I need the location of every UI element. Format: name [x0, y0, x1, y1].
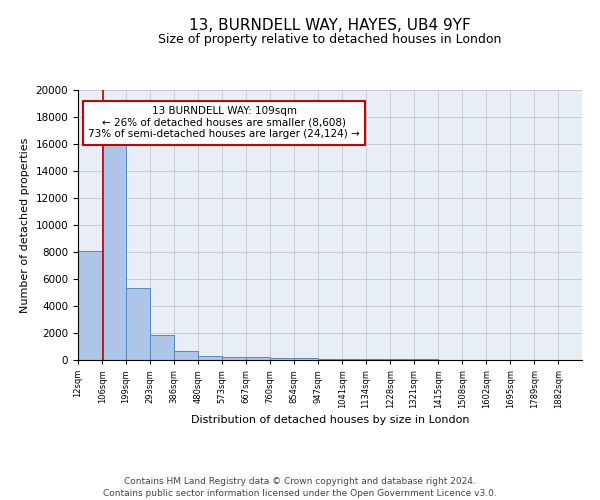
Bar [366, 359, 390, 360]
Bar [126, 288, 150, 360]
Text: Contains HM Land Registry data © Crown copyright and database right 2024.
Contai: Contains HM Land Registry data © Crown c… [103, 476, 497, 498]
Text: 13, BURNDELL WAY, HAYES, UB4 9YF: 13, BURNDELL WAY, HAYES, UB4 9YF [189, 18, 471, 32]
Bar [318, 358, 342, 360]
Bar [270, 358, 294, 360]
Bar [222, 357, 246, 360]
Bar [342, 359, 366, 360]
Text: Size of property relative to detached houses in London: Size of property relative to detached ho… [158, 32, 502, 46]
X-axis label: Distribution of detached houses by size in London: Distribution of detached houses by size … [191, 415, 469, 425]
Bar [198, 356, 222, 360]
Text: 13 BURNDELL WAY: 109sqm
← 26% of detached houses are smaller (8,608)
73% of semi: 13 BURNDELL WAY: 109sqm ← 26% of detache… [88, 106, 360, 140]
Bar [150, 335, 174, 360]
Bar [246, 358, 270, 360]
Y-axis label: Number of detached properties: Number of detached properties [20, 138, 30, 312]
Bar [102, 136, 126, 360]
Bar [294, 358, 318, 360]
Bar [174, 350, 198, 360]
Bar [78, 250, 102, 360]
